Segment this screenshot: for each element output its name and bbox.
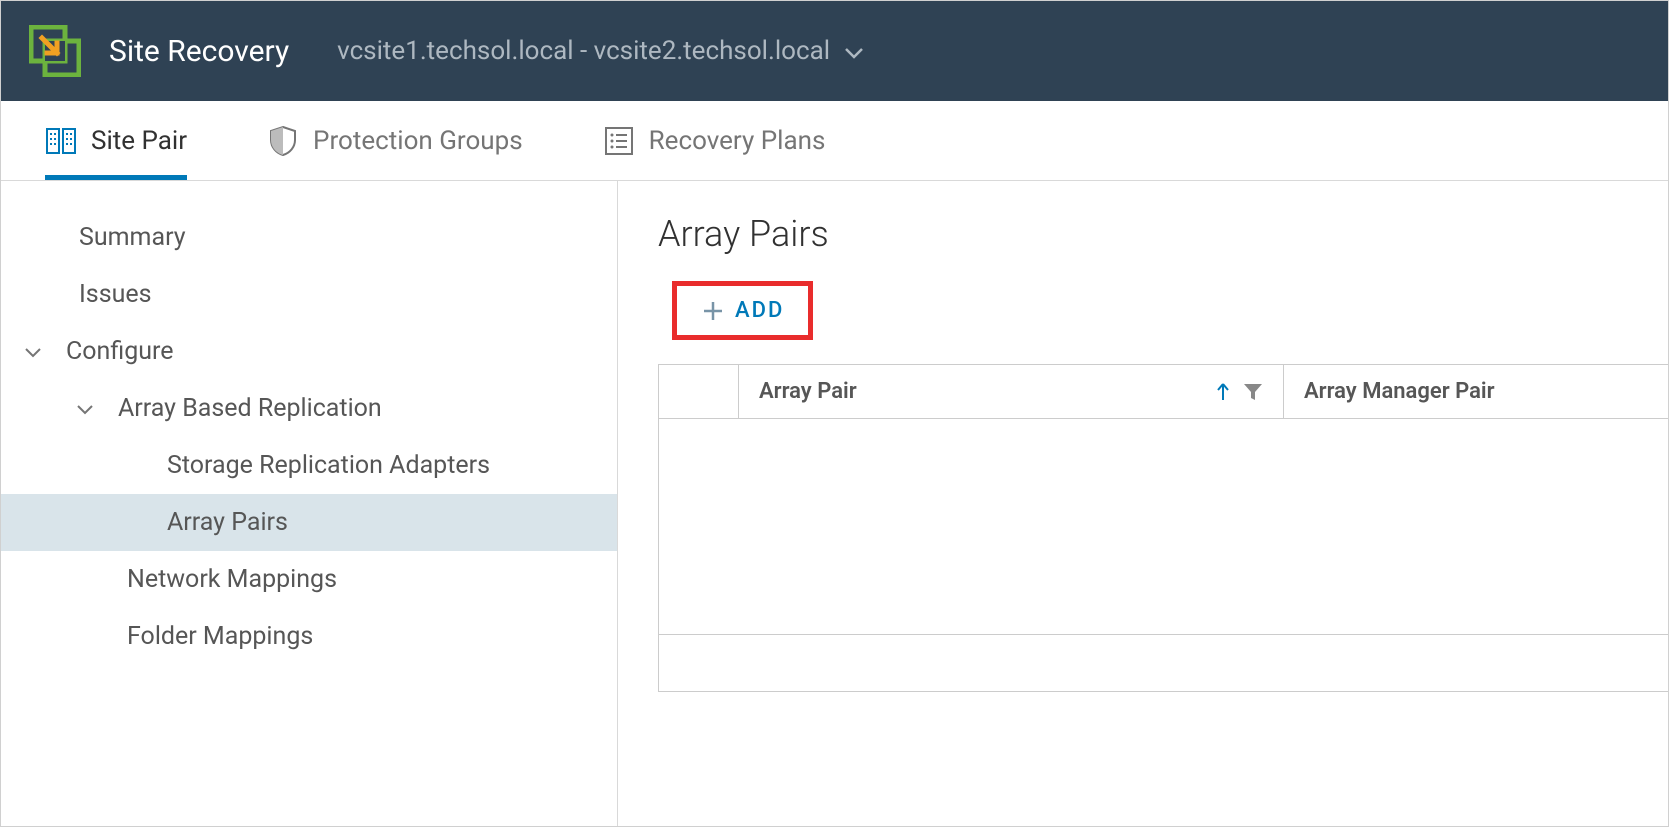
shield-icon [267,125,299,157]
sidebar-item-label: Issues [79,280,152,309]
sidebar-item-label: Summary [79,223,186,252]
table-footer [659,635,1668,691]
sidebar-item-storage-replication-adapters[interactable]: Storage Replication Adapters [1,437,617,494]
sidebar-item-label: Array Pairs [167,508,288,537]
app-header: Site Recovery vcsite1.techsol.local - vc… [1,1,1668,101]
tab-recovery-plans-label: Recovery Plans [649,126,826,156]
column-controls [1215,382,1263,402]
site-recovery-logo-icon [29,25,81,77]
sidebar: Summary Issues Configure Array Based Rep… [1,181,618,826]
sidebar-item-issues[interactable]: Issues [1,266,617,323]
filter-icon[interactable] [1243,383,1263,401]
tab-recovery-plans[interactable]: Recovery Plans [603,101,826,180]
add-button[interactable]: ADD [672,281,813,340]
sidebar-item-label: Folder Mappings [127,622,313,651]
add-button-label: ADD [735,298,784,323]
array-pairs-table: Array Pair Array Manager Pair [658,364,1668,692]
sidebar-item-array-pairs[interactable]: Array Pairs [1,494,617,551]
app-title: Site Recovery [109,34,289,69]
plus-icon [701,299,725,323]
site-pair-label: vcsite1.techsol.local - vcsite2.techsol.… [337,36,830,66]
main-panel: Array Pairs ADD Array Pair [618,181,1668,826]
sidebar-item-configure[interactable]: Configure [1,323,617,380]
sidebar-item-array-based-replication[interactable]: Array Based Replication [1,380,617,437]
column-header-label: Array Pair [759,379,857,404]
chevron-down-icon [24,346,42,358]
chevron-down-icon [844,47,864,59]
main-tabs: Site Pair Protection Groups Recovery Pla… [1,101,1668,181]
tab-protection-groups-label: Protection Groups [313,126,523,156]
sidebar-item-label: Array Based Replication [118,394,382,423]
sidebar-item-label: Configure [66,337,174,366]
list-icon [603,125,635,157]
sidebar-item-folder-mappings[interactable]: Folder Mappings [1,608,617,665]
tab-site-pair[interactable]: Site Pair [45,101,187,180]
table-column-array-manager-pair[interactable]: Array Manager Pair [1284,365,1668,418]
tab-site-pair-label: Site Pair [91,126,187,156]
sidebar-item-label: Storage Replication Adapters [167,451,490,480]
column-header-label: Array Manager Pair [1304,379,1495,404]
sidebar-item-network-mappings[interactable]: Network Mappings [1,551,617,608]
page-title: Array Pairs [658,213,1668,255]
content-area: Summary Issues Configure Array Based Rep… [1,181,1668,826]
table-column-array-pair[interactable]: Array Pair [739,365,1284,418]
sidebar-item-label: Network Mappings [127,565,337,594]
table-checkbox-column[interactable] [659,365,739,418]
sort-ascending-icon[interactable] [1215,382,1231,402]
sidebar-item-summary[interactable]: Summary [1,209,617,266]
tab-protection-groups[interactable]: Protection Groups [267,101,523,180]
chevron-down-icon [76,403,94,415]
site-pair-icon [45,125,77,157]
site-pair-dropdown[interactable]: vcsite1.techsol.local - vcsite2.techsol.… [337,36,864,66]
table-header: Array Pair Array Manager Pair [659,365,1668,419]
table-body [659,419,1668,635]
